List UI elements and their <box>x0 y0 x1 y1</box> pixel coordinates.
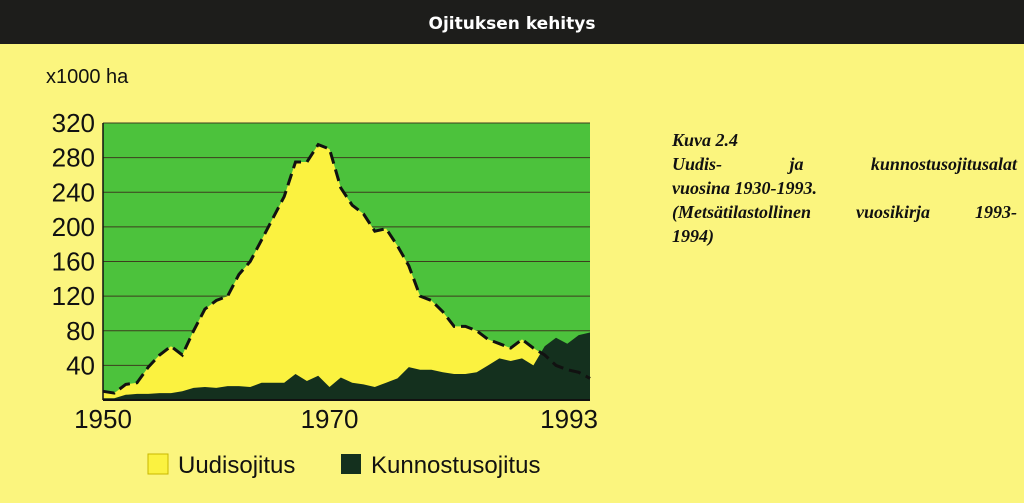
y-axis-label: x1000 ha <box>46 66 129 88</box>
y-tick-label: 280 <box>52 143 95 173</box>
legend-kunnostusojitus: Kunnostusojitus <box>341 452 540 479</box>
legend-uudisojitus-label: Uudisojitus <box>178 452 295 479</box>
chart-title: Ojituksen kehitys <box>428 14 596 34</box>
y-tick-label: 320 <box>52 108 95 138</box>
caption-line-4: (Metsätilastollinen vuosikirja 1993- <box>672 202 1017 222</box>
series-kunnostusojitus-area <box>103 332 590 400</box>
caption-line-3: vuosina 1930-1993. <box>672 178 818 198</box>
x-tick-label: 1950 <box>74 404 132 434</box>
x-tick-label: 1993 <box>540 404 598 434</box>
caption-line-2: Uudis- ja kunnostusojitusalat <box>672 154 1017 174</box>
caption-figure-number: Kuva 2.4 <box>672 130 739 150</box>
y-tick-label: 200 <box>52 212 95 242</box>
legend-uudisojitus-swatch <box>147 453 169 475</box>
y-tick-label: 240 <box>52 177 95 207</box>
figure-caption: Kuva 2.4 Uudis- ja kunnostusojitusalat v… <box>672 128 1017 248</box>
series-uudisojitus-line <box>102 142 591 395</box>
caption-line-5: 1994) <box>672 226 714 246</box>
legend-kunnostusojitus-label: Kunnostusojitus <box>371 452 540 479</box>
legend-kunnostusojitus-swatch <box>341 454 361 474</box>
chart-header-bar: Ojituksen kehitys <box>0 0 1024 44</box>
series-uudisojitus-area <box>103 144 590 400</box>
y-tick-label: 160 <box>52 247 95 277</box>
x-tick-label: 1970 <box>301 404 359 434</box>
y-tick-label: 80 <box>66 316 95 346</box>
legend-uudisojitus: Uudisojitus <box>147 452 295 479</box>
y-tick-label: 40 <box>66 350 95 380</box>
y-tick-label: 120 <box>52 281 95 311</box>
